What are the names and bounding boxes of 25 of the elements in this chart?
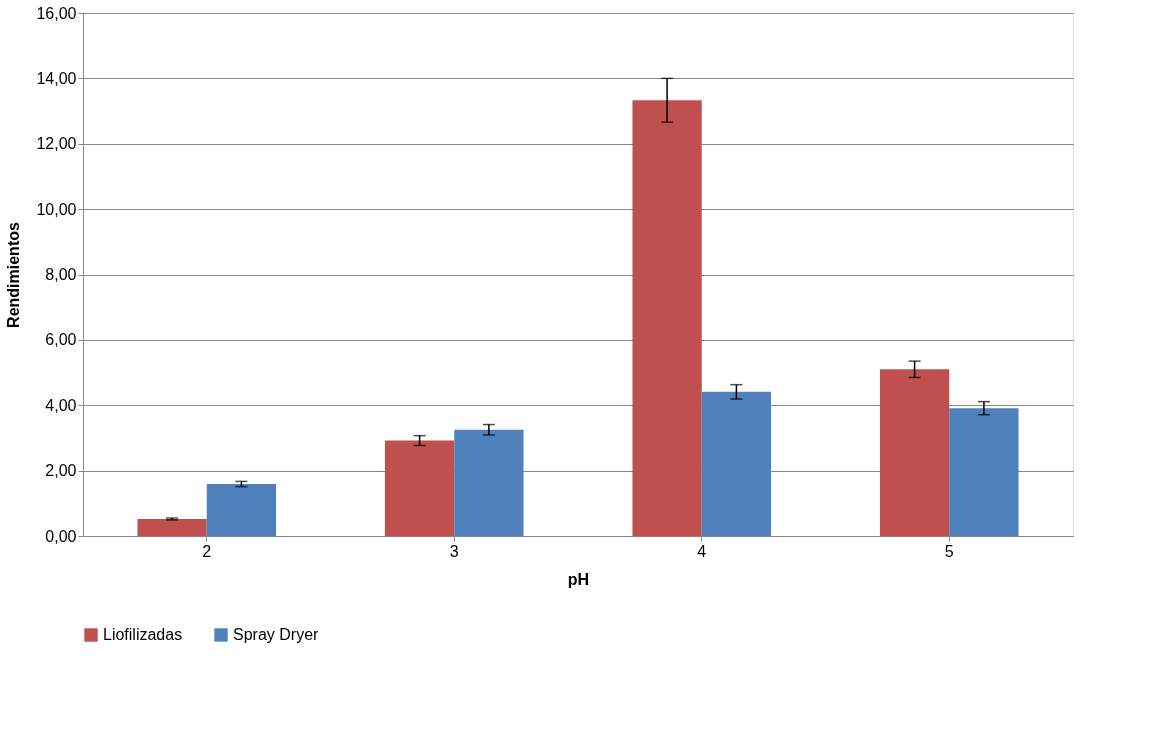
bar — [454, 429, 524, 536]
y-tick-label: 8,00 — [45, 266, 77, 283]
y-tick-label: 16,00 — [36, 4, 77, 22]
x-tick-label: 2 — [202, 542, 212, 560]
legend-label: Liofilizadas — [103, 626, 183, 643]
bar — [384, 440, 455, 536]
bar — [206, 484, 277, 536]
bar — [949, 408, 1019, 536]
y-tick-label: 2,00 — [45, 462, 77, 480]
y-tick-label: 12,00 — [36, 135, 77, 153]
legend-label: Spray Dryer — [233, 626, 320, 643]
bar — [701, 391, 772, 536]
bar — [632, 100, 702, 536]
y-tick-label: 10,00 — [36, 200, 77, 218]
y-axis-title: Rendimientos — [5, 222, 23, 328]
y-tick-label: 6,00 — [45, 331, 77, 349]
y-tick-label: 14,00 — [36, 69, 77, 87]
bar — [137, 519, 207, 536]
x-axis-title: pH — [567, 570, 590, 588]
y-tick-label: 0,00 — [45, 527, 77, 545]
bar — [879, 369, 950, 536]
x-tick-label: 3 — [449, 542, 459, 560]
y-tick-label: 4,00 — [45, 396, 77, 414]
x-tick-label: 5 — [944, 542, 954, 560]
x-tick-label: 4 — [697, 542, 707, 560]
